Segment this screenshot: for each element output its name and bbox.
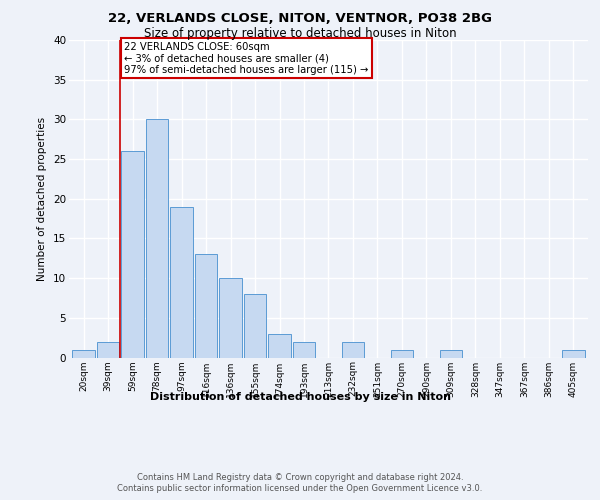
Bar	[121, 151, 144, 358]
Bar	[440, 350, 462, 358]
Bar	[342, 342, 364, 357]
Bar	[195, 254, 217, 358]
Bar	[73, 350, 95, 358]
Bar	[391, 350, 413, 358]
Bar	[146, 120, 169, 358]
Bar	[220, 278, 242, 357]
Text: Contains public sector information licensed under the Open Government Licence v3: Contains public sector information licen…	[118, 484, 482, 493]
Bar	[293, 342, 315, 357]
Text: 22, VERLANDS CLOSE, NITON, VENTNOR, PO38 2BG: 22, VERLANDS CLOSE, NITON, VENTNOR, PO38…	[108, 12, 492, 26]
Bar	[562, 350, 584, 358]
Y-axis label: Number of detached properties: Number of detached properties	[37, 116, 47, 281]
Text: Size of property relative to detached houses in Niton: Size of property relative to detached ho…	[143, 28, 457, 40]
Text: Contains HM Land Registry data © Crown copyright and database right 2024.: Contains HM Land Registry data © Crown c…	[137, 472, 463, 482]
Text: 22 VERLANDS CLOSE: 60sqm
← 3% of detached houses are smaller (4)
97% of semi-det: 22 VERLANDS CLOSE: 60sqm ← 3% of detache…	[124, 42, 368, 75]
Bar	[170, 206, 193, 358]
Bar	[244, 294, 266, 358]
Bar	[268, 334, 291, 357]
Text: Distribution of detached houses by size in Niton: Distribution of detached houses by size …	[149, 392, 451, 402]
Bar	[97, 342, 119, 357]
